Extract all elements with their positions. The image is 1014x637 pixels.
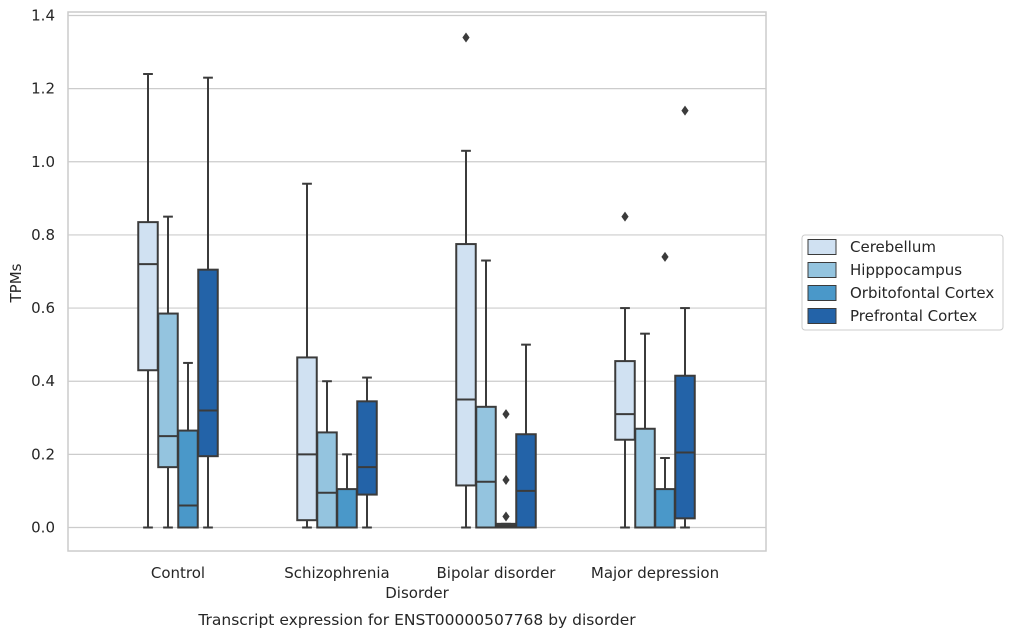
box-schizophrenia-prefrontal-cortex — [356, 376, 378, 529]
box-control-hipppocampus — [157, 215, 179, 529]
y-tick-label: 0.2 — [31, 445, 55, 463]
y-tick-label: 0.0 — [31, 519, 55, 537]
x-tick-label: Bipolar disorder — [437, 564, 557, 582]
y-tick-label: 0.6 — [31, 299, 55, 317]
legend-label: Hipppocampus — [850, 261, 962, 279]
box-iqr — [157, 312, 179, 469]
y-tick-labels: 0.0 0.2 0.4 0.6 0.8 1.0 1.2 1.4 — [31, 7, 55, 537]
y-tick-label: 1.2 — [31, 80, 55, 98]
box-iqr — [356, 400, 378, 496]
box-iqr — [674, 374, 696, 520]
plot-frame — [67, 11, 767, 552]
box-iqr — [475, 405, 497, 529]
box-bipolar-disorder-prefrontal-cortex — [515, 343, 537, 529]
box-iqr — [634, 427, 656, 529]
y-tick-label: 1.0 — [31, 153, 55, 171]
outlier-point — [502, 474, 510, 485]
box-major-depression-prefrontal-cortex — [674, 105, 696, 529]
legend-label: Orbitofontal Cortex — [850, 284, 994, 302]
box-iqr — [336, 488, 358, 529]
box-schizophrenia-hipppocampus — [316, 380, 338, 529]
y-tick-label: 1.4 — [31, 7, 55, 25]
outlier-point — [661, 251, 669, 262]
box-iqr — [197, 268, 219, 458]
plot-background — [68, 12, 766, 551]
box-major-depression-orbitofontal-cortex — [654, 251, 676, 529]
x-axis-label: Disorder — [385, 584, 449, 602]
box-iqr — [614, 360, 636, 441]
outlier-point — [502, 409, 510, 420]
legend-swatch — [807, 239, 837, 255]
box-iqr — [316, 431, 338, 529]
box-control-prefrontal-cortex — [197, 76, 219, 529]
y-tick-label: 0.8 — [31, 226, 55, 244]
box-iqr — [137, 221, 159, 372]
box-major-depression-hipppocampus — [634, 332, 656, 529]
box-bipolar-disorder-orbitofontal-cortex — [495, 409, 517, 529]
outlier-point — [681, 105, 689, 116]
outlier-point — [621, 211, 629, 222]
box-iqr — [515, 433, 537, 529]
chart-caption: Transcript expression for ENST0000050776… — [197, 611, 636, 629]
legend-label: Cerebellum — [850, 238, 936, 256]
x-tick-label: Schizophrenia — [284, 564, 389, 582]
x-tick-label: Control — [151, 564, 205, 582]
outlier-point — [502, 511, 510, 522]
box-iqr — [455, 243, 477, 487]
box-control-cerebellum — [137, 73, 159, 529]
outlier-point — [462, 32, 470, 43]
legend-label: Prefrontal Cortex — [850, 307, 977, 325]
legend-frame — [801, 234, 1004, 331]
legend: Cerebellum Hipppocampus Orbitofontal Corte… — [801, 234, 1004, 331]
box-iqr — [177, 429, 199, 529]
x-tick-label: Major depression — [591, 564, 719, 582]
box-control-orbitofontal-cortex — [177, 361, 199, 529]
x-tick-labels: Control Schizophrenia Bipolar disorder Majo… — [151, 564, 719, 582]
box-bipolar-disorder-cerebellum — [455, 32, 477, 529]
y-axis-label: TPMs — [7, 263, 25, 303]
box-groups — [137, 32, 696, 529]
box-schizophrenia-cerebellum — [296, 182, 318, 529]
legend-swatch — [807, 308, 837, 324]
legend-swatch — [807, 285, 837, 301]
box-iqr — [654, 488, 676, 529]
box-bipolar-disorder-hipppocampus — [475, 259, 497, 529]
box-iqr — [296, 356, 318, 522]
legend-swatch — [807, 262, 837, 278]
box-schizophrenia-orbitofontal-cortex — [336, 453, 358, 529]
box-major-depression-cerebellum — [614, 211, 636, 529]
y-tick-label: 0.4 — [31, 372, 55, 390]
